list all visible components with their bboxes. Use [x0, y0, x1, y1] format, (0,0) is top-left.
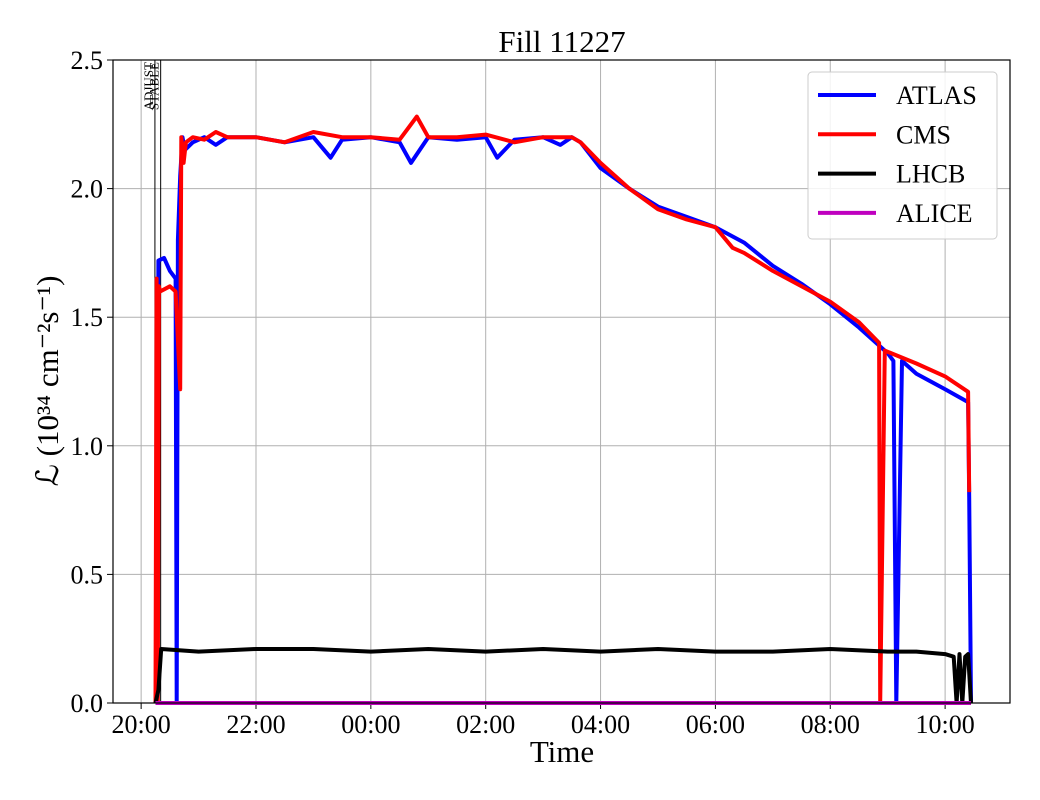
y-tick-label: 2.5 — [71, 46, 104, 75]
x-tick-label: 08:00 — [801, 710, 860, 739]
legend-box — [807, 71, 998, 240]
y-tick-label: 2.0 — [71, 175, 104, 204]
legend: ATLAS CMS LHCB ALICE — [807, 71, 998, 240]
x-axis-label: Time — [530, 734, 594, 769]
x-tick-label: 22:00 — [226, 710, 285, 739]
line-series — [153, 647, 973, 705]
annotation-text: ADJUST — [141, 62, 156, 110]
legend-label: LHCB — [896, 160, 965, 189]
x-tick-label: 02:00 — [456, 710, 515, 739]
chart-title: Fill 11227 — [498, 24, 625, 59]
x-tick-label: 00:00 — [341, 710, 400, 739]
legend-label: ALICE — [896, 199, 973, 228]
legend-label: CMS — [896, 120, 951, 149]
plot-frame — [112, 59, 1011, 704]
x-tick-label: 04:00 — [571, 710, 630, 739]
annotation-text: STABLE — [147, 62, 162, 110]
x-tick-label: 20:00 — [112, 710, 171, 739]
y-tick-label: 1.0 — [71, 432, 104, 461]
y-tick-label: 1.5 — [71, 303, 104, 332]
y-axis-label: ℒ (10³⁴ cm⁻²s⁻¹) — [30, 276, 65, 487]
x-tick-label: 06:00 — [686, 710, 745, 739]
legend-label: ATLAS — [896, 81, 977, 110]
line-series — [153, 114, 972, 705]
y-tick-label: 0.5 — [71, 560, 104, 589]
y-tick-label: 0.0 — [71, 689, 104, 718]
x-tick-label: 10:00 — [915, 710, 974, 739]
